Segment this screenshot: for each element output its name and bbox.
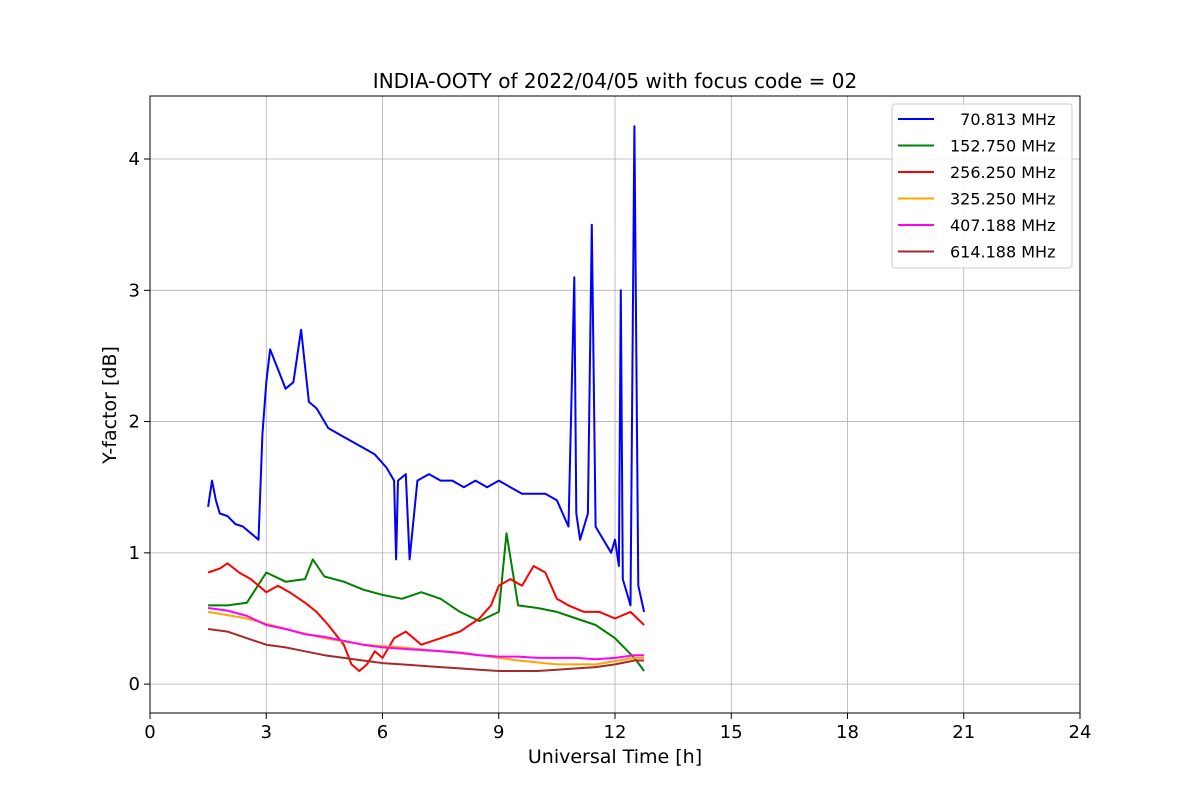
x-tick-label: 9 <box>493 722 504 743</box>
x-axis-label: Universal Time [h] <box>528 746 702 768</box>
x-tick-label: 15 <box>720 722 743 743</box>
y-axis-label: Y-factor [dB] <box>99 346 121 465</box>
x-tick-label: 21 <box>952 722 975 743</box>
x-tick-label: 24 <box>1069 722 1092 743</box>
series-line-4 <box>207 607 645 661</box>
series-line-1 <box>208 532 645 672</box>
y-tick-label: 3 <box>129 280 140 301</box>
y-tick-label: 4 <box>129 149 140 170</box>
y-tick-label: 2 <box>129 412 140 433</box>
chart-title: INDIA-OOTY of 2022/04/05 with focus code… <box>373 69 857 93</box>
series-line-2 <box>207 562 645 672</box>
legend: 70.813 MHz 152.750 MHz 256.250 MHz 325.250 … <box>891 103 1073 269</box>
x-tick-label: 6 <box>377 722 388 743</box>
legend-entry-label: 407.188 MHz <box>950 216 1055 235</box>
x-tick-label: 0 <box>144 722 155 743</box>
legend-entry-label: 614.188 MHz <box>950 243 1055 262</box>
x-tick-label: 3 <box>261 722 272 743</box>
series-line-5 <box>207 628 645 672</box>
legend-entry-label: 256.250 MHz <box>950 163 1055 182</box>
legend-entry-label: 325.250 MHz <box>950 190 1055 209</box>
y-axis: 0 1 2 3 4 <box>129 149 150 695</box>
plot-area <box>207 125 646 672</box>
legend-box <box>891 103 1073 269</box>
x-axis: 0 3 6 9 12 15 18 21 24 <box>144 713 1091 743</box>
y-tick-label: 0 <box>129 674 140 695</box>
x-tick-label: 18 <box>836 722 859 743</box>
legend-entry-label: 70.813 MHz <box>950 110 1055 129</box>
legend-entry-label: 152.750 MHz <box>950 137 1055 156</box>
y-tick-label: 1 <box>129 543 140 564</box>
x-tick-label: 12 <box>604 722 627 743</box>
series-line-0 <box>207 125 646 613</box>
